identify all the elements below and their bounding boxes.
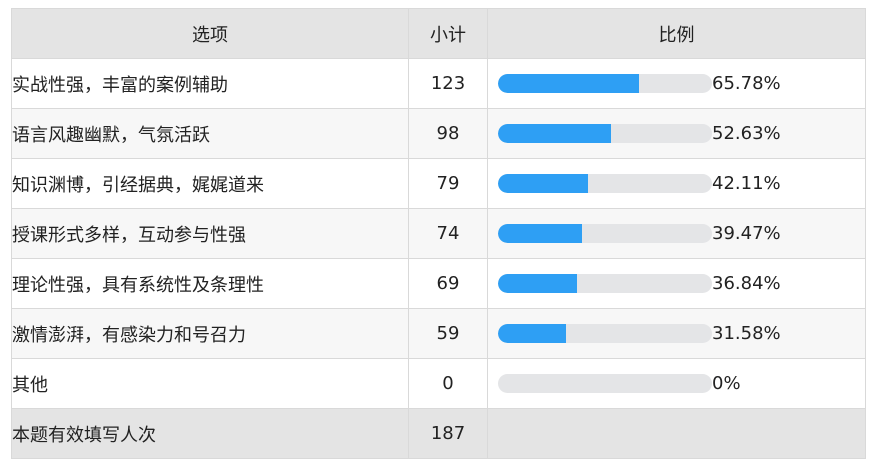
total-ratio-cell	[487, 408, 866, 459]
ratio-bar-fill	[498, 274, 577, 293]
option-label: 激情澎湃，有感染力和号召力	[11, 308, 409, 359]
ratio-cell: 36.84%	[487, 258, 866, 309]
ratio-cell: 31.58%	[487, 308, 866, 359]
ratio-cell: 0%	[487, 358, 866, 409]
option-label: 其他	[11, 358, 409, 409]
table-header-row: 选项 小计 比例	[11, 8, 866, 59]
ratio-percent-label: 65.78%	[712, 73, 781, 94]
option-count: 69	[408, 258, 488, 309]
ratio-bar-fill	[498, 124, 611, 143]
table-row: 理论性强，具有系统性及条理性 69 36.84%	[11, 258, 866, 309]
ratio-bar-track	[498, 324, 712, 343]
option-label: 授课形式多样，互动参与性强	[11, 208, 409, 259]
ratio-percent-label: 52.63%	[712, 123, 781, 144]
option-count: 74	[408, 208, 488, 259]
ratio-cell: 42.11%	[487, 158, 866, 209]
ratio-percent-label: 0%	[712, 373, 741, 394]
ratio-bar-track	[498, 224, 712, 243]
table-row: 实战性强，丰富的案例辅助 123 65.78%	[11, 58, 866, 109]
ratio-bar-track	[498, 374, 712, 393]
column-header-ratio: 比例	[487, 8, 866, 59]
survey-result-table: 选项 小计 比例 实战性强，丰富的案例辅助 123 65.78% 语言风趣幽默，气氛活…	[11, 8, 866, 459]
ratio-cell: 52.63%	[487, 108, 866, 159]
option-count: 123	[408, 58, 488, 109]
option-count: 0	[408, 358, 488, 409]
ratio-percent-label: 36.84%	[712, 273, 781, 294]
table-row: 授课形式多样，互动参与性强 74 39.47%	[11, 208, 866, 259]
option-label: 语言风趣幽默，气氛活跃	[11, 108, 409, 159]
ratio-bar-fill	[498, 224, 583, 243]
total-label: 本题有效填写人次	[11, 408, 409, 459]
table-row: 知识渊博，引经据典，娓娓道来 79 42.11%	[11, 158, 866, 209]
option-label: 理论性强，具有系统性及条理性	[11, 258, 409, 309]
ratio-bar-fill	[498, 74, 639, 93]
ratio-bar-fill	[498, 174, 589, 193]
total-count: 187	[408, 408, 488, 459]
option-count: 59	[408, 308, 488, 359]
ratio-bar-track	[498, 174, 712, 193]
ratio-percent-label: 42.11%	[712, 173, 781, 194]
total-row: 本题有效填写人次 187	[11, 408, 866, 459]
ratio-bar-track	[498, 124, 712, 143]
option-label: 知识渊博，引经据典，娓娓道来	[11, 158, 409, 209]
option-label: 实战性强，丰富的案例辅助	[11, 58, 409, 109]
ratio-cell: 39.47%	[487, 208, 866, 259]
ratio-percent-label: 31.58%	[712, 323, 781, 344]
ratio-bar-track	[498, 274, 712, 293]
table-row: 语言风趣幽默，气氛活跃 98 52.63%	[11, 108, 866, 159]
ratio-bar-track	[498, 74, 712, 93]
ratio-percent-label: 39.47%	[712, 223, 781, 244]
table-row: 其他 0 0%	[11, 358, 866, 409]
table-row: 激情澎湃，有感染力和号召力 59 31.58%	[11, 308, 866, 359]
ratio-bar-fill	[498, 324, 566, 343]
column-header-count: 小计	[408, 8, 488, 59]
ratio-cell: 65.78%	[487, 58, 866, 109]
table-body: 实战性强，丰富的案例辅助 123 65.78% 语言风趣幽默，气氛活跃 98 52.63%…	[11, 58, 866, 409]
option-count: 98	[408, 108, 488, 159]
option-count: 79	[408, 158, 488, 209]
column-header-option: 选项	[11, 8, 409, 59]
